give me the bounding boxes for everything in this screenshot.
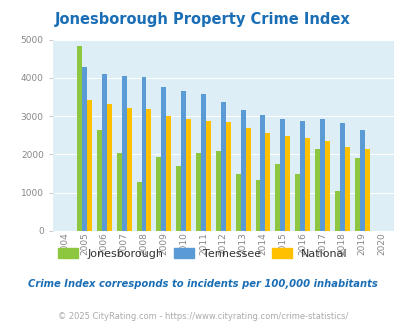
Bar xyxy=(260,115,265,231)
Bar xyxy=(181,91,185,231)
Text: Crime Index corresponds to incidents per 100,000 inhabitants: Crime Index corresponds to incidents per… xyxy=(28,279,377,289)
Bar xyxy=(324,141,329,231)
Bar xyxy=(146,109,151,231)
Bar xyxy=(235,174,240,231)
Bar xyxy=(117,153,121,231)
Bar xyxy=(275,164,279,231)
Text: Jonesborough Property Crime Index: Jonesborough Property Crime Index xyxy=(55,12,350,26)
Bar xyxy=(77,47,82,231)
Bar xyxy=(279,119,285,231)
Bar xyxy=(82,67,87,231)
Bar xyxy=(359,130,364,231)
Bar xyxy=(285,136,290,231)
Bar xyxy=(314,149,319,231)
Bar xyxy=(344,147,349,231)
Bar xyxy=(255,180,260,231)
Bar xyxy=(87,100,92,231)
Bar xyxy=(319,119,324,231)
Bar xyxy=(240,110,245,231)
Bar xyxy=(196,153,200,231)
Bar xyxy=(141,77,146,231)
Bar xyxy=(225,121,230,231)
Bar xyxy=(176,166,181,231)
Bar xyxy=(166,116,171,231)
Legend: Jonesborough, Tennessee, National: Jonesborough, Tennessee, National xyxy=(58,248,347,259)
Bar xyxy=(102,74,107,231)
Bar xyxy=(294,174,299,231)
Bar xyxy=(185,119,191,231)
Bar xyxy=(205,121,210,231)
Bar xyxy=(136,182,141,231)
Bar xyxy=(126,108,131,231)
Bar xyxy=(265,133,270,231)
Bar xyxy=(339,123,344,231)
Bar xyxy=(156,157,161,231)
Bar xyxy=(122,76,126,231)
Bar xyxy=(299,121,304,231)
Bar xyxy=(161,87,166,231)
Bar xyxy=(354,157,359,231)
Bar xyxy=(215,150,220,231)
Bar xyxy=(334,191,339,231)
Bar xyxy=(97,130,102,231)
Text: © 2025 CityRating.com - https://www.cityrating.com/crime-statistics/: © 2025 CityRating.com - https://www.city… xyxy=(58,312,347,321)
Bar xyxy=(304,138,309,231)
Bar xyxy=(364,149,369,231)
Bar xyxy=(200,94,205,231)
Bar xyxy=(220,102,225,231)
Bar xyxy=(107,104,111,231)
Bar xyxy=(245,128,250,231)
